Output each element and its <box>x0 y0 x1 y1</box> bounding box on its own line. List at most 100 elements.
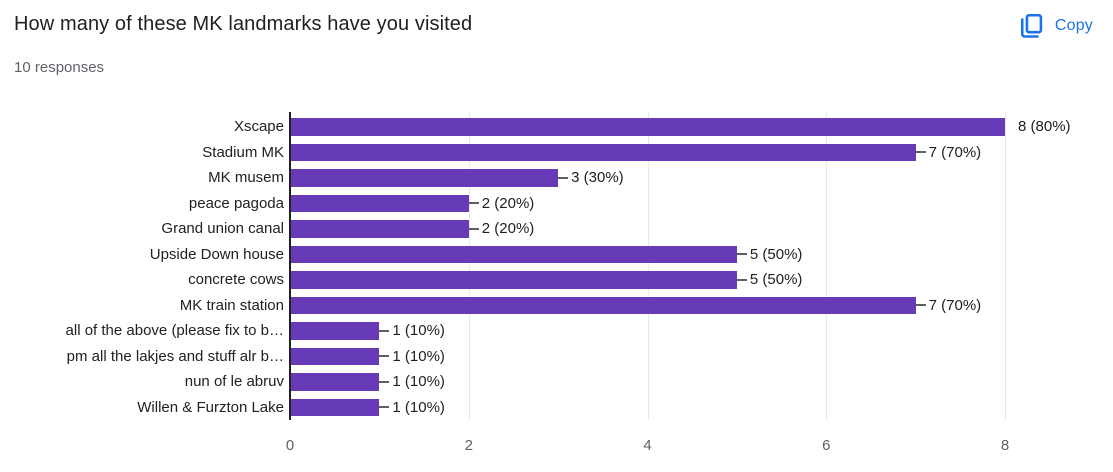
category-label: MK musem <box>208 169 284 187</box>
page-title: How many of these MK landmarks have you … <box>14 13 473 35</box>
bar <box>290 169 559 187</box>
bar-track: 2 (20%) <box>290 191 1005 217</box>
bar-track: 5 (50%) <box>290 267 1005 293</box>
bar <box>290 118 1005 136</box>
bar-connector <box>915 304 926 307</box>
response-count: 10 responses <box>14 59 105 76</box>
value-label: 5 (50%) <box>749 271 803 289</box>
value-label: 7 (70%) <box>928 143 982 161</box>
bar-track: 1 (10%) <box>290 318 1005 344</box>
value-label: 2 (20%) <box>481 194 535 212</box>
bar-connector <box>379 329 390 332</box>
bar-row: Xscape 8 (80%) <box>0 114 1113 140</box>
plot-area <box>290 112 1006 420</box>
bar-row: all of the above (please fix to b… 1 (10%… <box>0 318 1113 344</box>
value-label: 5 (50%) <box>749 245 803 263</box>
value-annotation: 5 (50%) <box>736 242 803 268</box>
bar <box>290 347 380 365</box>
value-label: 1 (10%) <box>392 347 445 365</box>
y-axis-line <box>289 112 291 420</box>
copy-button-label: Copy <box>1054 17 1093 34</box>
bar-row: Stadium MK 7 (70%) <box>0 140 1113 166</box>
value-label: 8 (80%) <box>1018 118 1071 136</box>
value-annotation: 2 (20%) <box>468 216 535 242</box>
category-label: Xscape <box>233 118 284 136</box>
value-annotation: 1 (10%) <box>379 318 445 344</box>
bar-row: MK train station 7 (70%) <box>0 293 1113 319</box>
bar <box>290 143 916 161</box>
bar-connector <box>736 253 747 256</box>
x-axis-tick: 8 <box>1000 437 1010 454</box>
bar-row: Willen & Furzton Lake 1 (10%) <box>0 395 1113 421</box>
bar-track: 1 (10%) <box>290 344 1005 370</box>
x-axis-tick: 4 <box>643 437 652 454</box>
bar-rows: Xscape 8 (80%) Stadium MK 7 (70%) MK musem 3 … <box>0 114 1113 420</box>
bar-row: pm all the lakjes and stuff alr b… 1 (10%… <box>0 344 1113 370</box>
bar-row: concrete cows 5 (50%) <box>0 267 1113 293</box>
category-label: all of the above (please fix to b… <box>65 322 284 340</box>
value-annotation: 5 (50%) <box>736 267 803 293</box>
gridline <box>1005 112 1006 420</box>
bar-track: 1 (10%) <box>290 369 1005 395</box>
gridline <box>647 112 649 420</box>
category-label: Grand union canal <box>161 220 284 238</box>
x-axis: 0 2 4 6 8 <box>286 437 1009 457</box>
value-label: 1 (10%) <box>392 398 445 416</box>
bar-connector <box>468 227 479 230</box>
gridline <box>468 112 470 420</box>
value-annotation: 2 (20%) <box>468 191 535 217</box>
value-annotation: 1 (10%) <box>379 369 445 395</box>
category-label: pm all the lakjes and stuff alr b… <box>66 347 284 365</box>
gridline <box>826 112 828 420</box>
bar-track: 3 (30%) <box>290 165 1005 191</box>
bar <box>290 322 380 340</box>
bar-row: Upside Down house 5 (50%) <box>0 242 1113 268</box>
value-annotation: 8 (80%) <box>1005 114 1071 140</box>
category-label: concrete cows <box>188 271 284 289</box>
value-label: 3 (30%) <box>571 169 624 187</box>
bar-connector <box>379 380 390 383</box>
value-label: 2 (20%) <box>481 220 535 238</box>
bar-row: peace pagoda 2 (20%) <box>0 191 1113 217</box>
bar-connector <box>558 176 569 179</box>
bar <box>290 296 916 314</box>
value-label: 1 (10%) <box>392 322 445 340</box>
bar-connector <box>736 278 747 281</box>
category-label: MK train station <box>179 296 284 314</box>
bar-row: nun of le abruv 1 (10%) <box>0 369 1113 395</box>
bar <box>290 194 469 212</box>
x-axis-tick: 0 <box>285 437 295 454</box>
bar <box>290 398 380 416</box>
bar-row: Grand union canal 2 (20%) <box>0 216 1113 242</box>
x-axis-tick: 6 <box>822 437 831 454</box>
bar-track: 1 (10%) <box>290 395 1005 421</box>
bar-track: 2 (20%) <box>290 216 1005 242</box>
category-label: peace pagoda <box>188 194 284 212</box>
bar <box>290 271 737 289</box>
value-annotation: 7 (70%) <box>915 140 982 166</box>
bar-track: 5 (50%) <box>290 242 1005 268</box>
category-label: Willen & Furzton Lake <box>137 398 284 416</box>
bar-connector <box>379 355 390 358</box>
value-annotation: 1 (10%) <box>379 344 445 370</box>
x-axis-tick: 2 <box>464 437 473 454</box>
bar-track: 7 (70%) <box>290 293 1005 319</box>
bar-connector <box>915 151 926 154</box>
value-label: 1 (10%) <box>392 373 445 391</box>
bar <box>290 245 737 263</box>
bar <box>290 220 469 238</box>
value-annotation: 7 (70%) <box>915 293 982 319</box>
bar-row: MK musem 3 (30%) <box>0 165 1113 191</box>
value-label: 7 (70%) <box>928 296 982 314</box>
bar-connector <box>468 202 479 205</box>
bar-connector <box>379 406 390 409</box>
bar <box>290 373 380 391</box>
category-label: Upside Down house <box>149 245 284 263</box>
category-label: Stadium MK <box>202 143 284 161</box>
copy-button[interactable]: Copy <box>1015 8 1095 44</box>
bar-track: 8 (80%) <box>290 114 1071 140</box>
value-annotation: 3 (30%) <box>558 165 624 191</box>
bar-track: 7 (70%) <box>290 140 1005 166</box>
category-label: nun of le abruv <box>184 373 284 391</box>
copy-icon <box>1017 12 1045 40</box>
